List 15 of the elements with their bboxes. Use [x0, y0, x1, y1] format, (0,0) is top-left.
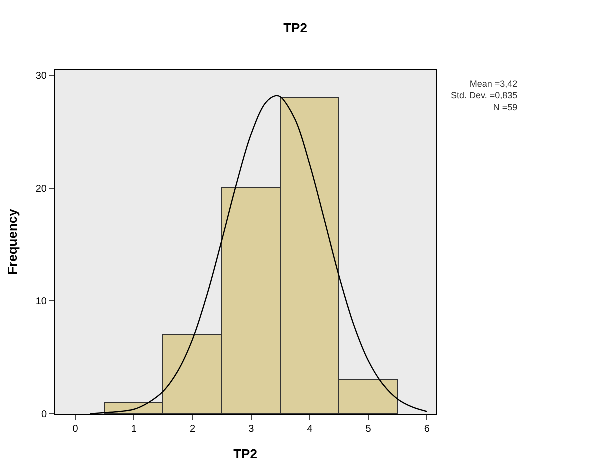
y-tick-label: 0 [41, 410, 48, 420]
x-tick-label: 0 [72, 424, 79, 435]
x-tick-label: 2 [190, 424, 196, 435]
text: Mean =3,42 Std. Dev. =0,835 N =59 [451, 79, 518, 112]
y-tick-label: 30 [36, 71, 48, 82]
x-tick-label: 5 [366, 424, 372, 435]
x-tick-label: 6 [424, 424, 430, 435]
x-tick-label: 3 [248, 424, 255, 435]
y-tick-label: 10 [36, 296, 48, 308]
x-tick-label: 1 [131, 424, 138, 435]
x-tick-label: 4 [307, 424, 314, 435]
chart-title: TP2 [284, 20, 308, 36]
y-tick-label: 20 [36, 184, 48, 195]
x-axis-title: TP2 [234, 446, 258, 462]
y-axis-title: Frequency [4, 208, 20, 275]
